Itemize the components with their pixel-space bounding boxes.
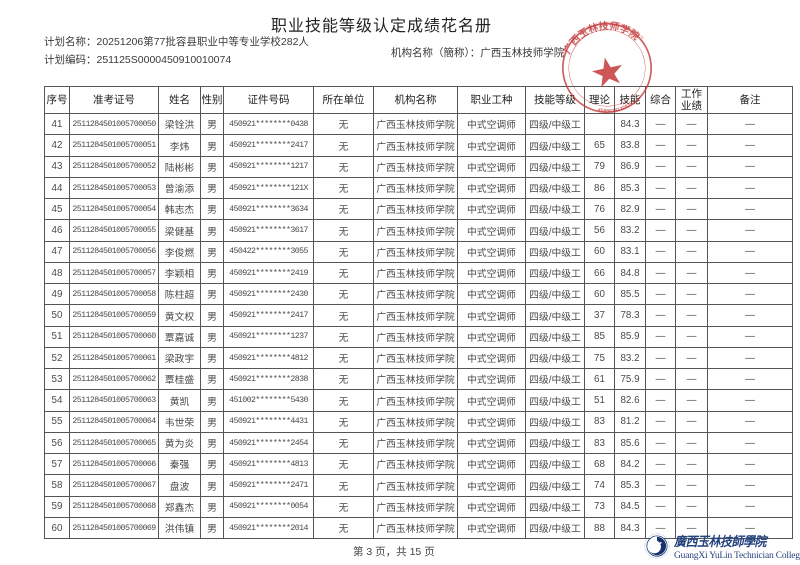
svg-text:广西玉林技师学院: 广西玉林技师学院 xyxy=(554,11,645,59)
svg-text:1951: 1951 xyxy=(655,556,659,558)
svg-text:4500024132619: 4500024132619 xyxy=(596,99,635,117)
